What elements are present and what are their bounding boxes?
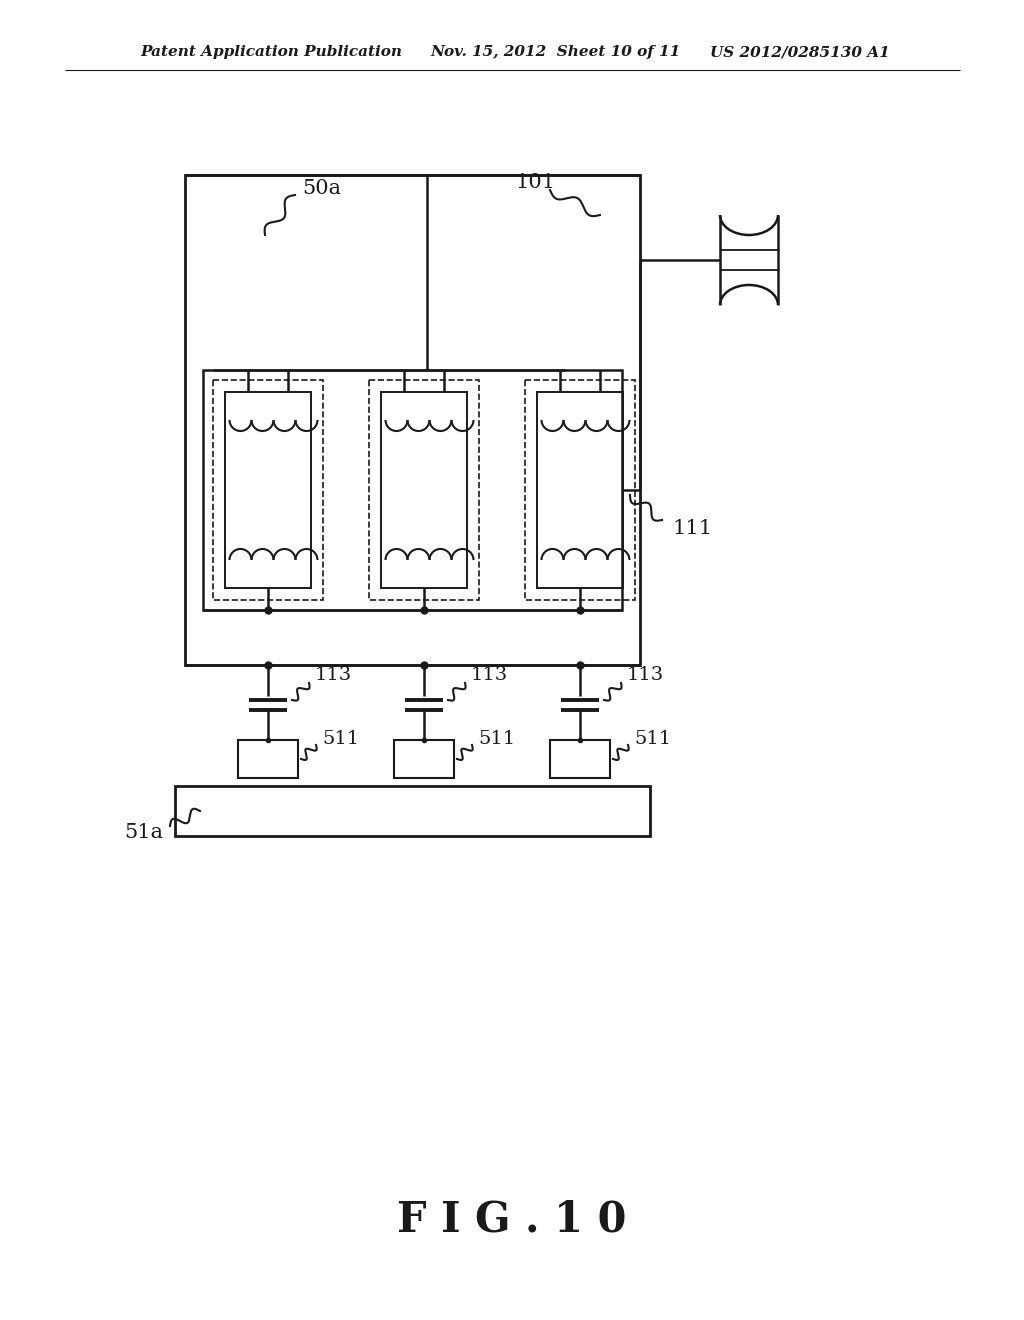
Bar [525,380,635,601]
Bar [394,741,454,777]
Bar [213,380,323,601]
Bar [203,370,622,610]
Bar [381,392,467,587]
Text: 511: 511 [634,730,671,748]
Text: 101: 101 [515,173,555,193]
Text: US 2012/0285130 A1: US 2012/0285130 A1 [710,45,890,59]
Bar [369,380,479,601]
Text: 50a: 50a [302,178,341,198]
Text: 113: 113 [627,667,665,684]
Text: F I G . 1 0: F I G . 1 0 [397,1199,627,1241]
Bar [225,392,311,587]
Bar [185,176,640,665]
Text: 111: 111 [672,519,712,537]
Text: 51a: 51a [124,824,163,842]
Text: 113: 113 [315,667,352,684]
Text: Patent Application Publication: Patent Application Publication [140,45,402,59]
Bar [537,392,623,587]
Text: 511: 511 [322,730,359,748]
Bar [175,785,650,836]
Text: 511: 511 [478,730,515,748]
Bar [238,741,298,777]
Text: Nov. 15, 2012  Sheet 10 of 11: Nov. 15, 2012 Sheet 10 of 11 [430,45,680,59]
Bar [550,741,610,777]
Text: 113: 113 [471,667,508,684]
